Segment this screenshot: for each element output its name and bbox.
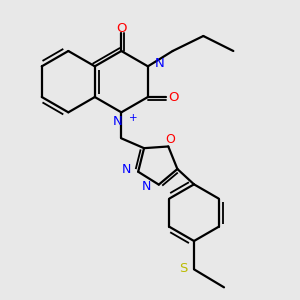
Text: O: O — [168, 91, 179, 103]
Text: N: N — [155, 57, 165, 70]
Text: +: + — [129, 113, 137, 123]
Text: O: O — [165, 133, 175, 146]
Text: N: N — [122, 163, 131, 176]
Text: S: S — [180, 262, 188, 275]
Text: N: N — [142, 180, 152, 193]
Text: O: O — [116, 22, 127, 35]
Text: N: N — [112, 115, 122, 128]
